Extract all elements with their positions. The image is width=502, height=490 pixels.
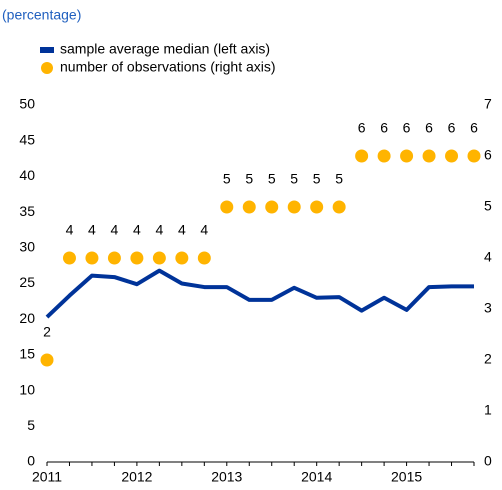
y2-tick-label: 3	[484, 300, 492, 316]
x-tick-label: 2012	[121, 469, 152, 485]
data-label: 6	[470, 120, 478, 136]
dot	[62, 251, 76, 265]
y2-tick-label: 5	[484, 198, 492, 214]
dot	[310, 200, 324, 214]
chart-subtitle: (percentage)	[2, 7, 81, 23]
x-tick-label: 2013	[211, 469, 242, 485]
legend-marker	[40, 47, 54, 53]
data-label: 6	[403, 120, 411, 136]
y-tick-label: 45	[19, 131, 35, 147]
y-tick-label: 25	[19, 274, 35, 290]
data-label: 5	[313, 171, 321, 187]
dot	[445, 149, 459, 163]
data-label: 5	[290, 171, 298, 187]
dot	[377, 149, 391, 163]
legend-label: sample average median (left axis)	[60, 41, 270, 57]
x-tick-label: 2011	[32, 469, 62, 485]
y-tick-label: 50	[19, 96, 35, 112]
dot	[332, 200, 346, 214]
dot	[265, 200, 279, 214]
data-label: 4	[178, 222, 186, 238]
y-tick-label: 0	[27, 453, 35, 469]
data-label: 4	[155, 222, 163, 238]
data-label: 5	[335, 171, 343, 187]
data-label: 4	[88, 222, 96, 238]
y2-tick-label: 2	[484, 351, 492, 367]
data-label: 5	[245, 171, 253, 187]
legend-marker	[41, 62, 53, 74]
data-label: 4	[66, 222, 74, 238]
x-tick-label: 2015	[391, 469, 422, 485]
data-label: 6	[380, 120, 388, 136]
data-label: 4	[111, 222, 119, 238]
data-label: 2	[43, 324, 51, 340]
dot	[40, 353, 54, 367]
y2-tick-label: 1	[484, 402, 492, 418]
y-tick-label: 30	[19, 239, 35, 255]
dot	[400, 149, 414, 163]
data-label: 5	[223, 171, 231, 187]
y2-tick-label: 4	[484, 249, 492, 265]
y2-tick-label: 0	[484, 453, 492, 469]
dot	[130, 251, 144, 265]
data-label: 4	[200, 222, 208, 238]
x-tick-label: 2014	[301, 469, 332, 485]
dot	[355, 149, 369, 163]
y-tick-label: 10	[19, 381, 35, 397]
line	[45, 268, 474, 319]
y-tick-label: 35	[19, 203, 35, 219]
dot	[467, 149, 481, 163]
dot	[152, 251, 166, 265]
dot	[287, 200, 301, 214]
legend-label: number of observations (right axis)	[60, 59, 276, 75]
y-tick-label: 15	[19, 346, 35, 362]
dot	[85, 251, 99, 265]
y2-tick-label: 7	[484, 96, 492, 112]
dot	[220, 200, 234, 214]
data-label: 6	[425, 120, 433, 136]
y-tick-label: 40	[19, 167, 35, 183]
dot	[175, 251, 189, 265]
dot	[242, 200, 256, 214]
y-tick-label: 20	[19, 310, 35, 326]
dot	[107, 251, 121, 265]
data-label: 6	[358, 120, 366, 136]
dot	[197, 251, 211, 265]
y2-tick-label: 6	[484, 147, 492, 163]
dot	[422, 149, 436, 163]
data-label: 6	[448, 120, 456, 136]
data-label: 4	[133, 222, 141, 238]
y-tick-label: 5	[27, 417, 35, 433]
data-label: 5	[268, 171, 276, 187]
